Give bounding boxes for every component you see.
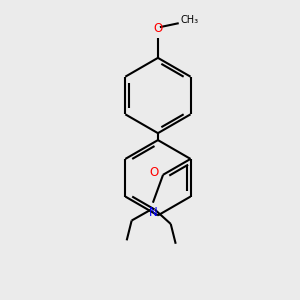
Text: O: O <box>153 22 163 35</box>
Text: N: N <box>148 206 157 219</box>
Text: CH₃: CH₃ <box>181 15 199 25</box>
Text: O: O <box>150 166 159 179</box>
